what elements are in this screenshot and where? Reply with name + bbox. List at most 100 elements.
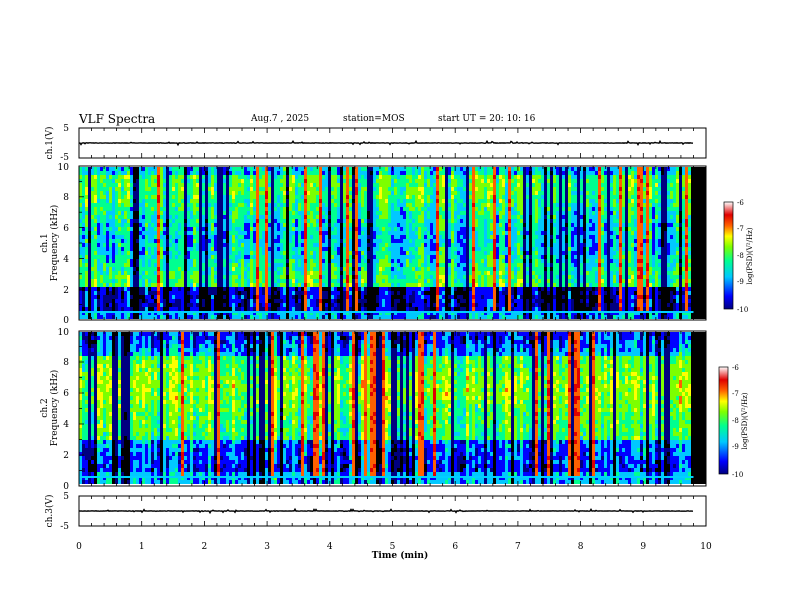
spectrogram-cell: [400, 267, 403, 271]
spectrogram-cell: [376, 295, 379, 299]
spectrogram-cell: [169, 227, 172, 231]
spectrogram-cell: [310, 187, 313, 191]
spectrogram-cell: [316, 203, 319, 207]
spectrogram-cell: [316, 299, 319, 303]
spectrogram-cell: [403, 171, 406, 175]
spectrogram-cell: [91, 219, 94, 223]
spectrogram-cell: [418, 231, 421, 235]
spectrogram-cell: [370, 251, 373, 255]
spectrogram-cell: [223, 199, 226, 203]
spectrogram-cell: [346, 287, 349, 291]
spectrogram-cell: [142, 291, 145, 295]
spectrogram-cell: [436, 283, 439, 287]
spectrogram-cell: [475, 231, 478, 235]
spectrogram-cell: [136, 275, 139, 279]
spectrogram-cell: [328, 171, 331, 175]
spectrogram-cell: [499, 267, 502, 271]
spectrogram-cell: [487, 187, 490, 191]
spectrogram-cell: [274, 299, 277, 303]
spectrogram-cell: [196, 307, 199, 311]
spectrogram-cell: [451, 259, 454, 263]
spectrogram-cell: [145, 215, 148, 219]
spectrogram-cell: [484, 219, 487, 223]
spectrogram-cell: [193, 243, 196, 247]
spectrogram-cell: [433, 215, 436, 219]
spectrogram-cell: [283, 211, 286, 215]
spectrogram-cell: [277, 263, 280, 267]
spectrogram-cell: [139, 215, 142, 219]
spectrogram-cell: [433, 255, 436, 259]
spectrogram-cell: [112, 235, 115, 239]
spectrogram-cell: [463, 219, 466, 223]
spectrogram-cell: [322, 191, 325, 195]
spectrogram-cell: [154, 255, 157, 259]
spectrogram-cell: [496, 227, 499, 231]
spectrogram-cell: [487, 175, 490, 179]
spectrogram-cell: [481, 191, 484, 195]
spectrogram-cell: [85, 299, 88, 303]
spectrogram-cell: [499, 251, 502, 255]
spectrogram-cell: [247, 171, 250, 175]
spectrogram-cell: [400, 235, 403, 239]
spectrogram-cell: [136, 199, 139, 203]
spectrogram-cell: [490, 227, 493, 231]
spectrogram-cell: [379, 279, 382, 283]
spectrogram-cell: [232, 187, 235, 191]
spectrogram-cell: [370, 219, 373, 223]
spectrogram-cell: [424, 243, 427, 247]
spectrogram-cell: [292, 251, 295, 255]
spectrogram-cell: [277, 279, 280, 283]
spectrogram-cell: [115, 255, 118, 259]
spectrogram-cell: [295, 179, 298, 183]
spectrogram-cell: [430, 267, 433, 271]
spectrogram-cell: [85, 315, 88, 319]
spectrogram-cell: [373, 207, 376, 211]
spectrogram-cell: [343, 227, 346, 231]
spectrogram-cell: [154, 227, 157, 231]
spectrogram-cell: [268, 295, 271, 299]
spectrogram-cell: [292, 279, 295, 283]
spectrogram-cell: [502, 227, 505, 231]
spectrogram-cell: [385, 167, 388, 171]
spectrogram-cell: [193, 291, 196, 295]
spectrogram-cell: [94, 171, 97, 175]
spectrogram-cell: [172, 287, 175, 291]
spectrogram-cell: [187, 259, 190, 263]
spectrogram-cell: [418, 191, 421, 195]
spectrogram-cell: [277, 275, 280, 279]
spectrogram-cell: [394, 179, 397, 183]
spectrogram-cell: [268, 195, 271, 199]
spectrogram-cell: [289, 275, 292, 279]
spectrogram-cell: [157, 191, 160, 195]
spectrogram-cell: [85, 179, 88, 183]
spectrogram-cell: [391, 259, 394, 263]
spectrogram-cell: [391, 195, 394, 199]
spectrogram-cell: [289, 207, 292, 211]
spectrogram-cell: [181, 279, 184, 283]
spectrogram-cell: [238, 263, 241, 267]
spectrogram-cell: [376, 203, 379, 207]
spectrogram-cell: [349, 283, 352, 287]
spectrogram-cell: [280, 283, 283, 287]
spectrogram-cell: [91, 279, 94, 283]
spectrogram-cell: [403, 179, 406, 183]
spectrogram-cell: [142, 195, 145, 199]
spectrogram-cell: [382, 171, 385, 175]
spectrogram-cell: [322, 283, 325, 287]
spectrogram-cell: [481, 231, 484, 235]
spectrogram-cell: [103, 275, 106, 279]
spectrogram-cell: [388, 299, 391, 303]
spectrogram-cell: [205, 215, 208, 219]
spectrogram-cell: [439, 299, 442, 303]
spectrogram-cell: [469, 275, 472, 279]
spectrogram-cell: [256, 267, 259, 271]
spectrogram-cell: [466, 271, 469, 275]
spectrogram-cell: [451, 279, 454, 283]
spectrogram-cell: [322, 271, 325, 275]
spectrogram-cell: [94, 231, 97, 235]
spectrogram-cell: [343, 219, 346, 223]
spectrogram-cell: [370, 203, 373, 207]
spectrogram-cell: [487, 167, 490, 171]
spectrogram-cell: [388, 179, 391, 183]
spectrogram-cell: [385, 223, 388, 227]
